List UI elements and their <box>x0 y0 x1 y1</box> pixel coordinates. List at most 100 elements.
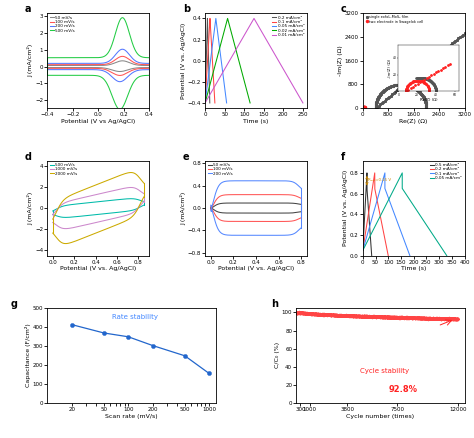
single exfoL-MoS₂ film <box>462 31 467 36</box>
0.05 mA/cm² <box>213 16 219 21</box>
0.2 mA/cm² <box>368 198 374 203</box>
0.05 mA/cm² <box>427 228 433 233</box>
50 mV/s <box>255 210 261 215</box>
100 mV/s <box>224 219 230 224</box>
0.2 mA/cm² <box>207 85 212 90</box>
50 mV/s <box>72 65 78 70</box>
200 mV/s <box>208 203 214 208</box>
500 mV/s <box>113 102 118 107</box>
two electrode in Swagelok cell <box>360 106 366 111</box>
500 mV/s <box>134 76 140 81</box>
200 mV/s <box>49 67 55 72</box>
50 mV/s <box>244 210 250 215</box>
0.2 mA/cm² <box>377 212 383 217</box>
100 mV/s <box>146 66 152 71</box>
0.1 mA/cm² <box>403 242 409 247</box>
0.05 mA/cm² <box>222 85 228 90</box>
1000 mV/s <box>63 226 69 231</box>
0.05 mA/cm² <box>417 212 422 217</box>
500 mV/s <box>50 212 55 217</box>
single exfoL-MoS₂ film <box>451 39 457 45</box>
Text: h: h <box>271 299 278 309</box>
200 mV/s <box>249 233 255 238</box>
0.2 mA/cm² <box>384 247 390 252</box>
0.5 mA/cm² <box>366 212 372 217</box>
0.02 mA/cm² <box>229 32 235 37</box>
50 mV/s <box>255 210 261 215</box>
50 mV/s <box>73 65 78 70</box>
Line: 2000 mV/s: 2000 mV/s <box>53 197 144 244</box>
X-axis label: Scan rate (mV/s): Scan rate (mV/s) <box>105 413 158 419</box>
0.1 mA/cm² <box>212 100 218 106</box>
two electrode in Swagelok cell <box>362 105 367 110</box>
50 mV/s <box>45 65 50 70</box>
0.1 mA/cm² <box>211 85 217 90</box>
Y-axis label: Capacitance (F/cm²): Capacitance (F/cm²) <box>25 324 31 387</box>
Legend: 500 mV/s, 1000 mV/s, 2000 mV/s: 500 mV/s, 1000 mV/s, 2000 mV/s <box>49 162 78 176</box>
0.05 mA/cm² <box>220 74 226 79</box>
two electrode in Swagelok cell <box>360 106 366 111</box>
0.1 mA/cm² <box>208 35 214 40</box>
100 mV/s <box>255 219 261 224</box>
0.02 mA/cm² <box>240 74 246 79</box>
0.2 mA/cm² <box>205 35 211 40</box>
0.2 mA/cm² <box>206 74 212 79</box>
2000 mV/s <box>87 233 92 238</box>
Y-axis label: C/C₀ (%): C/C₀ (%) <box>275 343 280 368</box>
Legend: 0.2 mA/cm², 0.1 mA/cm², 0.05 mA/cm², 0.02 mA/cm², 0.01 mA/cm²: 0.2 mA/cm², 0.1 mA/cm², 0.05 mA/cm², 0.0… <box>272 15 305 38</box>
Line: 50 mV/s: 50 mV/s <box>47 67 149 71</box>
0.5 mA/cm² <box>368 247 374 252</box>
Text: b: b <box>182 4 190 14</box>
Text: IR₆₆₆=0.15 V: IR₆₆₆=0.15 V <box>367 178 392 182</box>
200 mV/s <box>244 233 250 238</box>
two electrode in Swagelok cell <box>361 106 367 111</box>
100 mV/s <box>73 66 78 71</box>
Line: 0.05 mA/cm²: 0.05 mA/cm² <box>363 173 447 256</box>
single exfoL-MoS₂ film <box>373 106 378 111</box>
0.5 mA/cm² <box>363 198 368 203</box>
50 mV/s <box>134 65 140 71</box>
100 mV/s <box>45 66 50 71</box>
0.02 mA/cm² <box>247 100 253 106</box>
500 mV/s <box>87 213 92 218</box>
X-axis label: Potential (V vs. Ag/AgCl): Potential (V vs. Ag/AgCl) <box>60 266 137 271</box>
500 mV/s <box>146 73 152 78</box>
1000 mV/s <box>50 220 55 225</box>
0.05 mA/cm² <box>444 253 449 258</box>
0.1 mA/cm² <box>202 100 208 106</box>
200 mV/s <box>255 233 260 238</box>
Text: f: f <box>340 152 345 162</box>
Y-axis label: J (mA/cm²): J (mA/cm²) <box>27 191 34 225</box>
Line: 50 mV/s: 50 mV/s <box>211 208 301 213</box>
500 mV/s <box>73 73 78 78</box>
0.2 mA/cm² <box>380 228 386 233</box>
Legend: 50 mV/s, 100 mV/s, 200 mV/s, 500 mV/s: 50 mV/s, 100 mV/s, 200 mV/s, 500 mV/s <box>49 15 75 33</box>
50 mV/s <box>117 69 123 74</box>
0.2 mA/cm² <box>202 100 208 105</box>
200 mV/s <box>298 225 304 230</box>
2000 mV/s <box>91 231 97 236</box>
0.01 mA/cm² <box>251 16 257 21</box>
0.01 mA/cm² <box>300 100 306 106</box>
Line: 0.02 mA/cm²: 0.02 mA/cm² <box>205 18 250 103</box>
0.2 mA/cm² <box>207 100 213 106</box>
0.01 mA/cm² <box>260 32 266 37</box>
0.1 mA/cm² <box>360 248 365 253</box>
0.1 mA/cm² <box>382 170 388 176</box>
single exfoL-MoS₂ film <box>419 66 425 71</box>
Legend: 50 mV/s, 100 mV/s, 200 mV/s: 50 mV/s, 100 mV/s, 200 mV/s <box>207 162 233 176</box>
0.05 mA/cm² <box>216 35 221 40</box>
0.01 mA/cm² <box>261 32 266 38</box>
0.5 mA/cm² <box>368 246 374 251</box>
Line: 100 mV/s: 100 mV/s <box>47 68 149 75</box>
0.05 mA/cm² <box>215 32 221 38</box>
Line: 0.05 mA/cm²: 0.05 mA/cm² <box>205 18 227 103</box>
0.2 mA/cm² <box>372 170 378 176</box>
0.01 mA/cm² <box>202 100 208 105</box>
0.2 mA/cm² <box>205 16 210 21</box>
0.2 mA/cm² <box>202 100 208 106</box>
0.02 mA/cm² <box>202 100 208 106</box>
500 mV/s <box>97 212 103 217</box>
1000 mV/s <box>91 220 97 226</box>
500 mV/s <box>72 73 78 78</box>
